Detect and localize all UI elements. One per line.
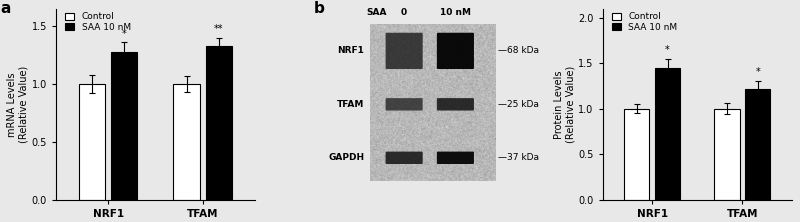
FancyBboxPatch shape xyxy=(437,152,474,164)
Text: 0: 0 xyxy=(401,8,407,16)
Text: **: ** xyxy=(214,24,224,34)
Bar xyxy=(111,52,138,200)
FancyBboxPatch shape xyxy=(437,33,474,69)
FancyBboxPatch shape xyxy=(437,98,474,111)
Text: TFAM: TFAM xyxy=(337,100,364,109)
Text: —37 kDa: —37 kDa xyxy=(498,153,538,162)
Text: b: b xyxy=(314,1,325,16)
Text: 10 nM: 10 nM xyxy=(440,8,471,16)
Y-axis label: mRNA Levels
(Relative Value): mRNA Levels (Relative Value) xyxy=(7,66,29,143)
Bar xyxy=(78,84,106,200)
Text: *: * xyxy=(755,67,760,77)
Bar xyxy=(206,46,232,200)
Bar xyxy=(624,109,650,200)
Text: —25 kDa: —25 kDa xyxy=(498,100,538,109)
Text: *: * xyxy=(665,45,670,55)
Bar xyxy=(655,68,680,200)
Text: NRF1: NRF1 xyxy=(338,46,364,55)
Bar xyxy=(174,84,200,200)
Text: *: * xyxy=(122,29,126,39)
Legend: Control, SAA 10 nM: Control, SAA 10 nM xyxy=(611,12,678,33)
FancyBboxPatch shape xyxy=(386,33,422,69)
Legend: Control, SAA 10 nM: Control, SAA 10 nM xyxy=(65,12,132,33)
Text: SAA: SAA xyxy=(366,8,386,16)
Text: —68 kDa: —68 kDa xyxy=(498,46,538,55)
Bar xyxy=(745,89,770,200)
Bar xyxy=(714,109,740,200)
FancyBboxPatch shape xyxy=(386,152,422,164)
FancyBboxPatch shape xyxy=(386,98,422,111)
Text: a: a xyxy=(0,1,10,16)
Y-axis label: Protein Levels
(Relative Value): Protein Levels (Relative Value) xyxy=(554,66,575,143)
Text: GAPDH: GAPDH xyxy=(328,153,364,162)
